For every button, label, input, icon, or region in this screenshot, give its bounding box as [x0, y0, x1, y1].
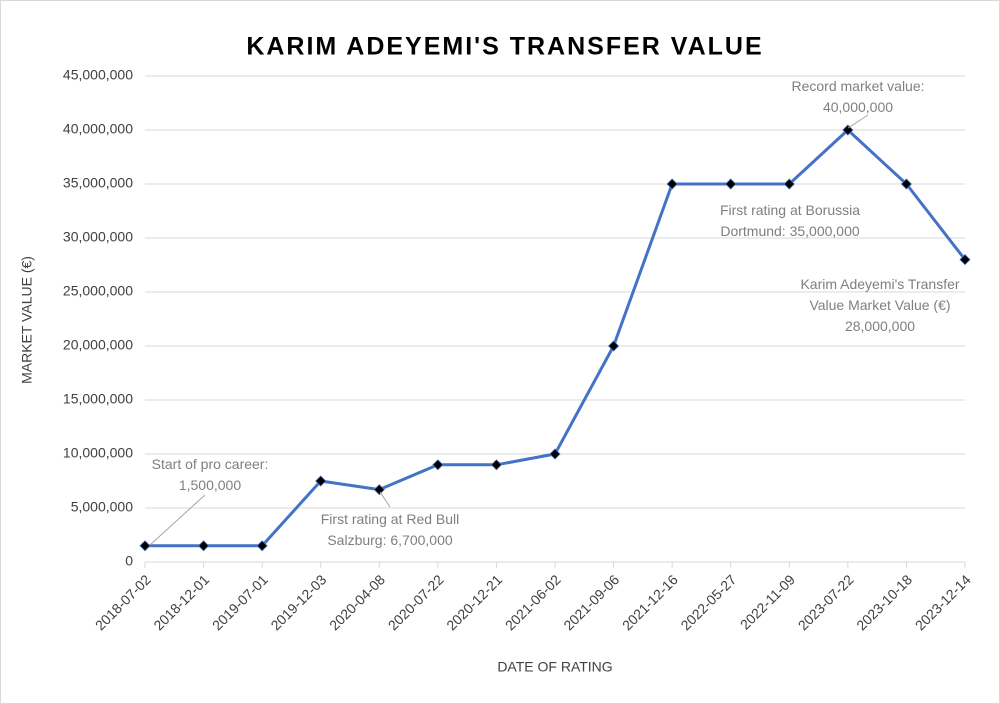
y-tick-label: 15,000,000 — [63, 391, 133, 407]
data-label: First rating at Borussia Dortmund: 35,000… — [720, 202, 860, 239]
data-label-line: Start of pro career: — [152, 456, 269, 472]
data-label: First rating at Red Bull Salzburg: 6,700,… — [321, 511, 460, 548]
chart-title: KARIM ADEYEMI'S TRANSFER VALUE — [246, 33, 763, 61]
data-point — [139, 540, 151, 552]
data-point — [725, 178, 737, 190]
data-point — [608, 340, 620, 352]
annotation-leader — [847, 114, 869, 129]
data-point — [373, 484, 385, 496]
data-point — [842, 124, 854, 136]
annotation-leader — [379, 491, 391, 508]
data-label-line: 28,000,000 — [845, 318, 915, 334]
data-point — [549, 448, 561, 460]
x-axis-title: DATE OF RATING — [497, 659, 612, 675]
data-label-line: Dortmund: 35,000,000 — [720, 223, 860, 239]
data-label: Start of pro career: 1,500,000 — [152, 456, 269, 493]
y-tick-label: 25,000,000 — [63, 283, 133, 299]
y-tick-label: 40,000,000 — [63, 121, 133, 137]
data-label-line: Salzburg: 6,700,000 — [327, 532, 453, 548]
series-name-label: Karim Adeyemi's Transfer Value Market Val… — [800, 276, 959, 313]
y-tick-label: 35,000,000 — [63, 175, 133, 191]
y-tick-label: 30,000,000 — [63, 229, 133, 245]
annotation-leader — [149, 494, 206, 546]
y-tick-label: 20,000,000 — [63, 337, 133, 353]
data-label-line: 40,000,000 — [823, 99, 893, 115]
data-label-line: First rating at Borussia — [720, 202, 860, 218]
data-label-line: 1,500,000 — [179, 477, 241, 493]
data-point — [959, 254, 971, 266]
series-name-line: Value Market Value (€) — [809, 297, 950, 313]
data-point — [198, 540, 210, 552]
y-axis-title: MARKET VALUE (€) — [19, 256, 35, 384]
y-tick-label: 45,000,000 — [63, 67, 133, 83]
data-label: Record market value: 40,000,000 — [791, 78, 924, 115]
data-point — [900, 178, 912, 190]
data-label-line: First rating at Red Bull — [321, 511, 460, 527]
data-point — [666, 178, 678, 190]
data-label: 28,000,000 — [845, 318, 915, 334]
y-tick-label: 0 — [125, 553, 133, 569]
data-point — [256, 540, 268, 552]
data-point — [432, 459, 444, 471]
data-point — [490, 459, 502, 471]
y-tick-label: 10,000,000 — [63, 445, 133, 461]
data-point — [783, 178, 795, 190]
data-label-line: Record market value: — [791, 78, 924, 94]
y-tick-label: 5,000,000 — [71, 499, 133, 515]
series-name-line: Karim Adeyemi's Transfer — [800, 276, 959, 292]
data-point — [315, 475, 327, 487]
